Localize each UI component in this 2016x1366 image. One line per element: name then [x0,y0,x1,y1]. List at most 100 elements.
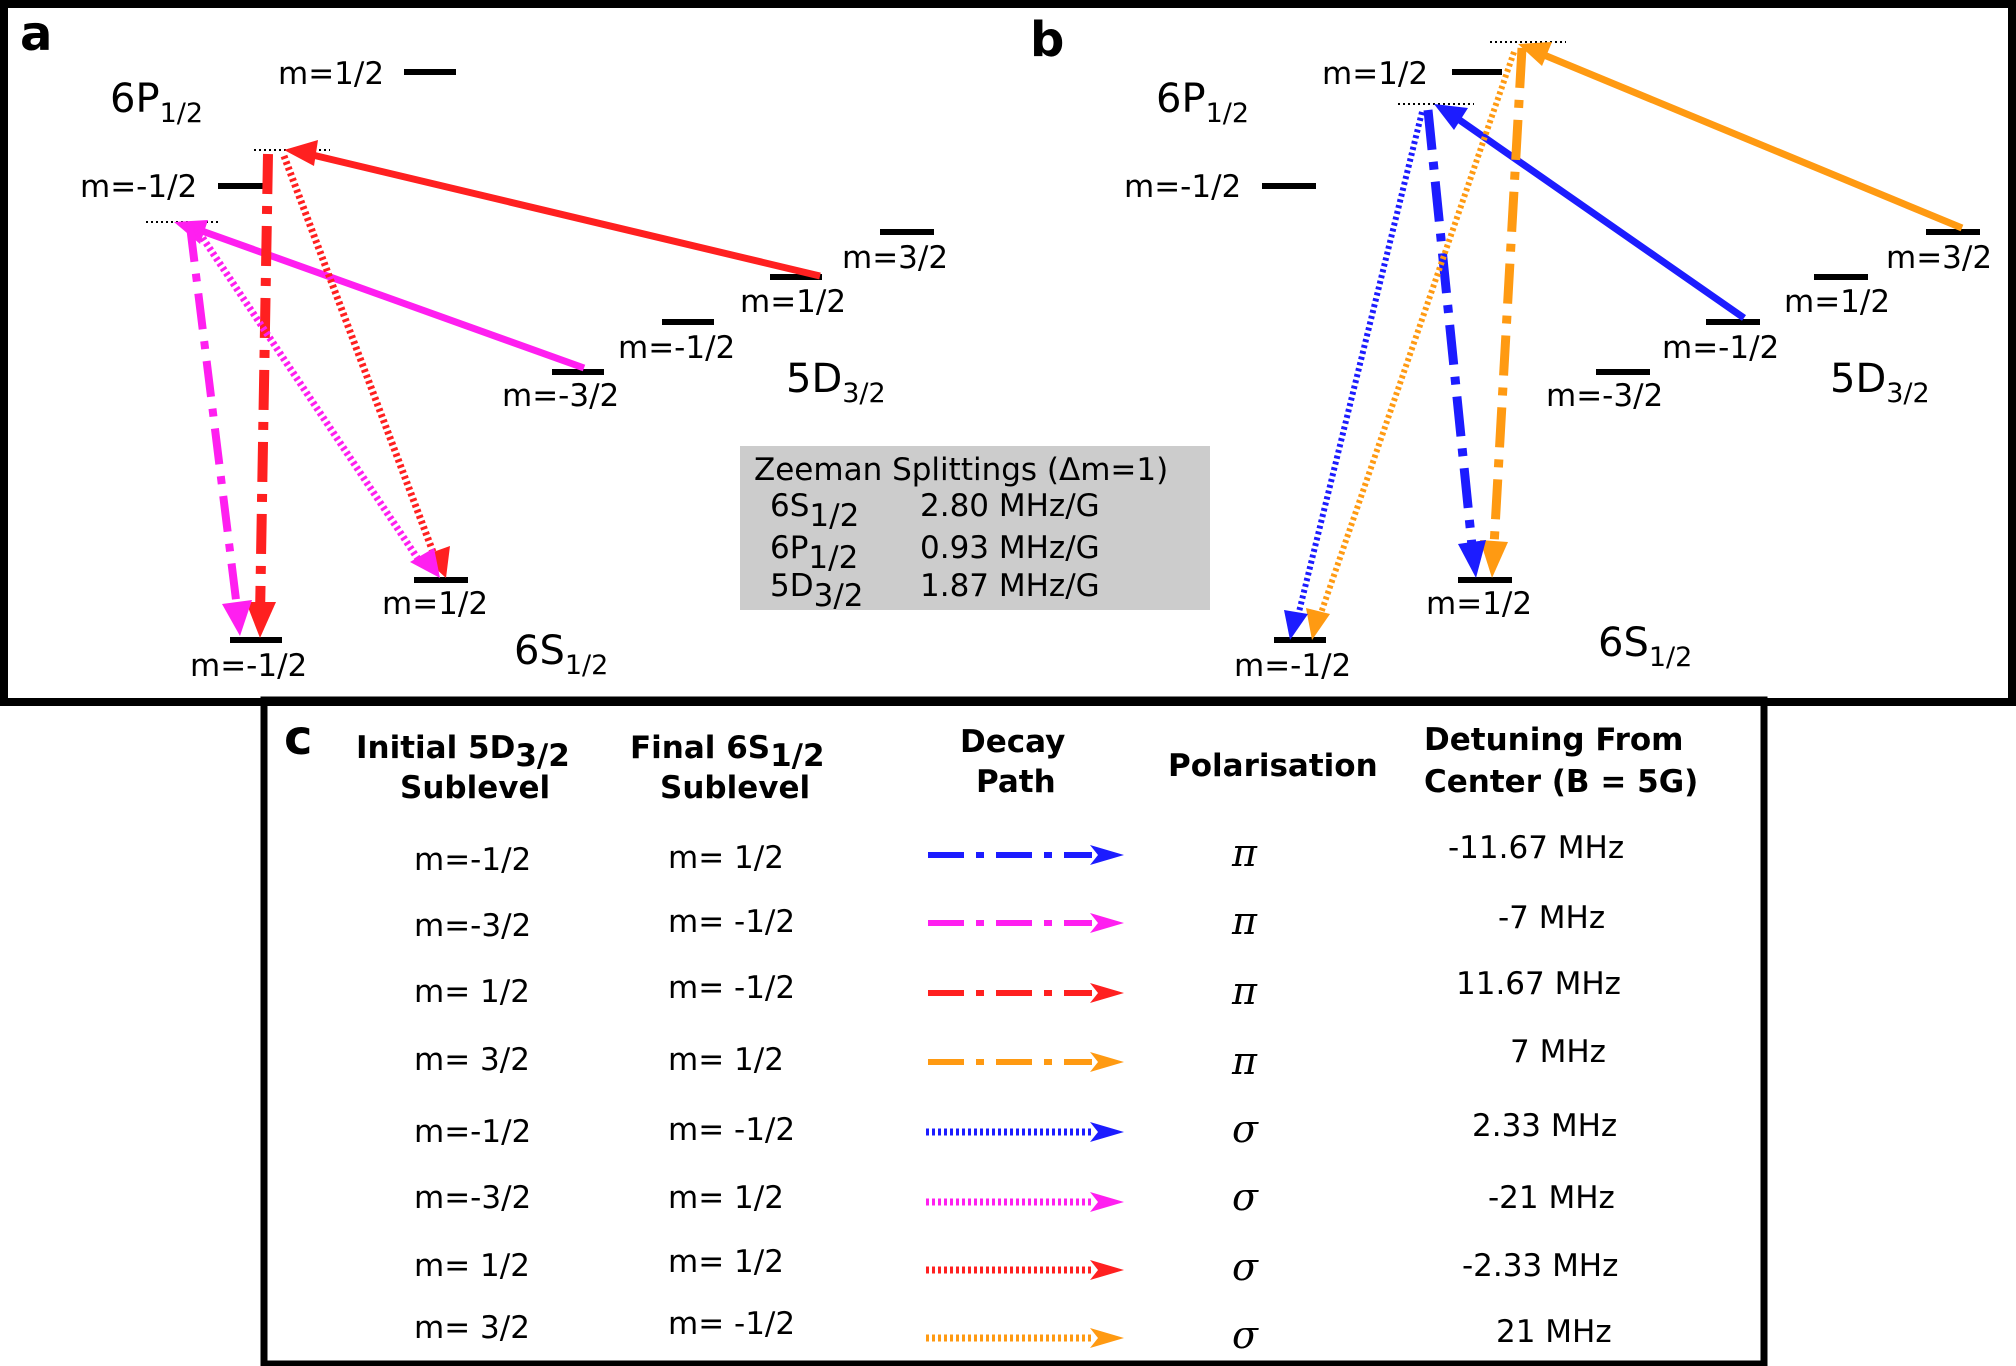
cell-detuning: 11.67 MHz [1456,966,1621,1002]
panel-b-orange-pi-decay [1489,47,1527,547]
table-row: m= 1/2 m= -1/2 π 11.67 MHz [414,966,1621,1013]
panel-a-letter: a [20,6,52,62]
table-row: m=-3/2 m= -1/2 π -7 MHz [414,899,1605,944]
decay-path-arrowhead [1090,845,1124,865]
cell-initial: m= 3/2 [414,1042,530,1078]
panel-a-magenta-sigma-decay-head [410,548,440,578]
panel-b-6s-term: 6S1/2 [1598,620,1692,673]
decay-path-arrowhead [1090,1192,1124,1212]
cell-polarisation: π [1231,831,1258,875]
panel-a-magenta-pi-decay-head [222,600,252,636]
header-decay-line1: Decay [960,724,1065,760]
panel-a-magenta-sigma-decay [193,226,423,564]
panel-a-5d-m1/2-label: m=1/2 [740,284,846,320]
cell-final: m= 1/2 [668,1042,784,1078]
zeeman-background [740,446,1210,610]
panel-a-6s-term: 6S1/2 [514,628,608,681]
panel-a-6p-bottom-label: m=-1/2 [80,169,197,205]
panel-a-magenta-pi-decay [186,225,242,617]
zeeman-title: Zeeman Splittings (Δm=1) [754,452,1168,488]
cell-initial: m=-3/2 [414,1180,531,1216]
zeeman-row-6s-value: 2.80 MHz/G [920,488,1100,524]
cell-initial: m=-1/2 [414,842,531,878]
zeeman-splittings-box: Zeeman Splittings (Δm=1) 6S1/2 2.80 MHz/… [740,446,1210,614]
panel-a-red-excitation-head [284,140,318,166]
panel-c-letter: c [284,710,312,766]
panel-a-5d-term: 5D3/2 [786,356,886,409]
decay-path-arrowhead [1090,1052,1124,1072]
table-row: m=-1/2 m= -1/2 σ 2.33 MHz [414,1107,1617,1151]
panel-a: a 6P1/2 m=1/2 m=-1/2 m=3/2 m=1/2 m=-1/2 … [20,6,948,684]
panel-b-6p-bottom-label: m=-1/2 [1124,169,1241,205]
panel-b-6p-term: 6P1/2 [1156,76,1249,129]
panel-b-orange-pi-decay-head [1480,540,1508,578]
panel-b-orange-sigma-decay-head [1306,608,1330,640]
table-frame [260,696,1768,1366]
cell-detuning: -21 MHz [1488,1180,1615,1216]
decay-path-arrowhead [1090,1328,1124,1348]
panel-a-magenta-excitation [186,222,586,372]
cell-polarisation: σ [1232,1175,1259,1219]
header-initial-line2: Sublevel [400,770,550,806]
table-row: m=-3/2 m= 1/2 σ -21 MHz [414,1175,1615,1219]
panel-b-6p-top-label: m=1/2 [1322,56,1428,92]
cell-detuning: 21 MHz [1496,1314,1612,1350]
decay-path-arrowhead [1090,1122,1124,1142]
zeeman-row-6p-value: 0.93 MHz/G [920,530,1100,566]
panel-b-blue-excitation-head [1434,104,1468,130]
panel-a-red-pi-decay-head [246,602,276,638]
panel-b-letter: b [1030,12,1064,68]
panel-a-red-excitation [299,148,821,280]
panel-b: b 6P1/2 m=1/2 m=-1/2 m=3/2 m=1/2 m=-1/2 … [1030,12,1992,684]
panel-a-6p-top-label: m=1/2 [278,56,384,92]
panel-b-blue-sigma-decay-head [1284,610,1308,640]
header-final-line1: Final 6S1/2 [630,730,825,774]
panel-a-6p-term: 6P1/2 [110,76,203,129]
table-row: m= 3/2 m= -1/2 σ 21 MHz [414,1306,1612,1357]
cell-final: m= 1/2 [668,1244,784,1280]
panel-b-5d-m-1/2-label: m=-1/2 [1662,330,1779,366]
panel-b-6s-bottom-label: m=-1/2 [1234,648,1351,684]
header-detuning-line1: Detuning From [1424,722,1683,758]
cell-initial: m= 1/2 [414,974,530,1010]
panel-b-5d-term: 5D3/2 [1830,356,1930,409]
cell-polarisation: σ [1232,1245,1259,1289]
zeeman-row-6s-term: 6S1/2 [770,488,859,534]
panel-b-5d-m-3/2-label: m=-3/2 [1546,378,1663,414]
cell-initial: m= 1/2 [414,1248,530,1284]
panel-b-orange-excitation-head [1518,42,1552,66]
table-row: m=-1/2 m= 1/2 π -11.67 MHz [414,830,1624,878]
decay-path-arrowhead [1090,913,1124,933]
cell-polarisation: π [1231,899,1258,943]
cell-final: m= -1/2 [668,1306,795,1342]
cell-initial: m=-3/2 [414,908,531,944]
decay-path-arrowhead [1090,983,1124,1003]
cell-detuning: 2.33 MHz [1472,1108,1617,1144]
cell-polarisation: σ [1232,1107,1259,1151]
cell-detuning: 7 MHz [1510,1034,1606,1070]
cell-polarisation: π [1231,969,1258,1013]
panel-a-5d-m-3/2-label: m=-3/2 [502,378,619,414]
zeeman-row-5d-value: 1.87 MHz/G [920,568,1100,604]
cell-final: m= -1/2 [668,904,795,940]
panel-b-6s-top-label: m=1/2 [1426,586,1532,622]
panel-a-5d-m3/2-label: m=3/2 [842,240,948,276]
panel-a-6s-top-label: m=1/2 [382,586,488,622]
cell-detuning: -11.67 MHz [1448,830,1624,866]
panel-c: c Initial 5D3/2 Sublevel Final 6S1/2 Sub… [284,710,1698,1357]
cell-detuning: -7 MHz [1498,900,1605,936]
panel-b-blue-excitation [1446,109,1746,321]
panel-a-5d-m-1/2-label: m=-1/2 [618,330,735,366]
cell-detuning: -2.33 MHz [1462,1248,1618,1284]
cell-initial: m= 3/2 [414,1310,530,1346]
panel-a-6s-bottom-label: m=-1/2 [190,648,307,684]
header-polarisation: Polarisation [1168,748,1378,784]
cell-final: m= -1/2 [668,970,795,1006]
table-row: m= 1/2 m= 1/2 σ -2.33 MHz [414,1244,1618,1289]
header-detuning-line2: Center (B = 5G) [1424,764,1698,800]
panel-a-red-pi-decay [255,153,273,617]
zeeman-row-5d-term: 5D3/2 [770,568,863,614]
header-initial-line1: Initial 5D3/2 [356,730,570,774]
decay-path-arrowhead [1090,1260,1124,1280]
